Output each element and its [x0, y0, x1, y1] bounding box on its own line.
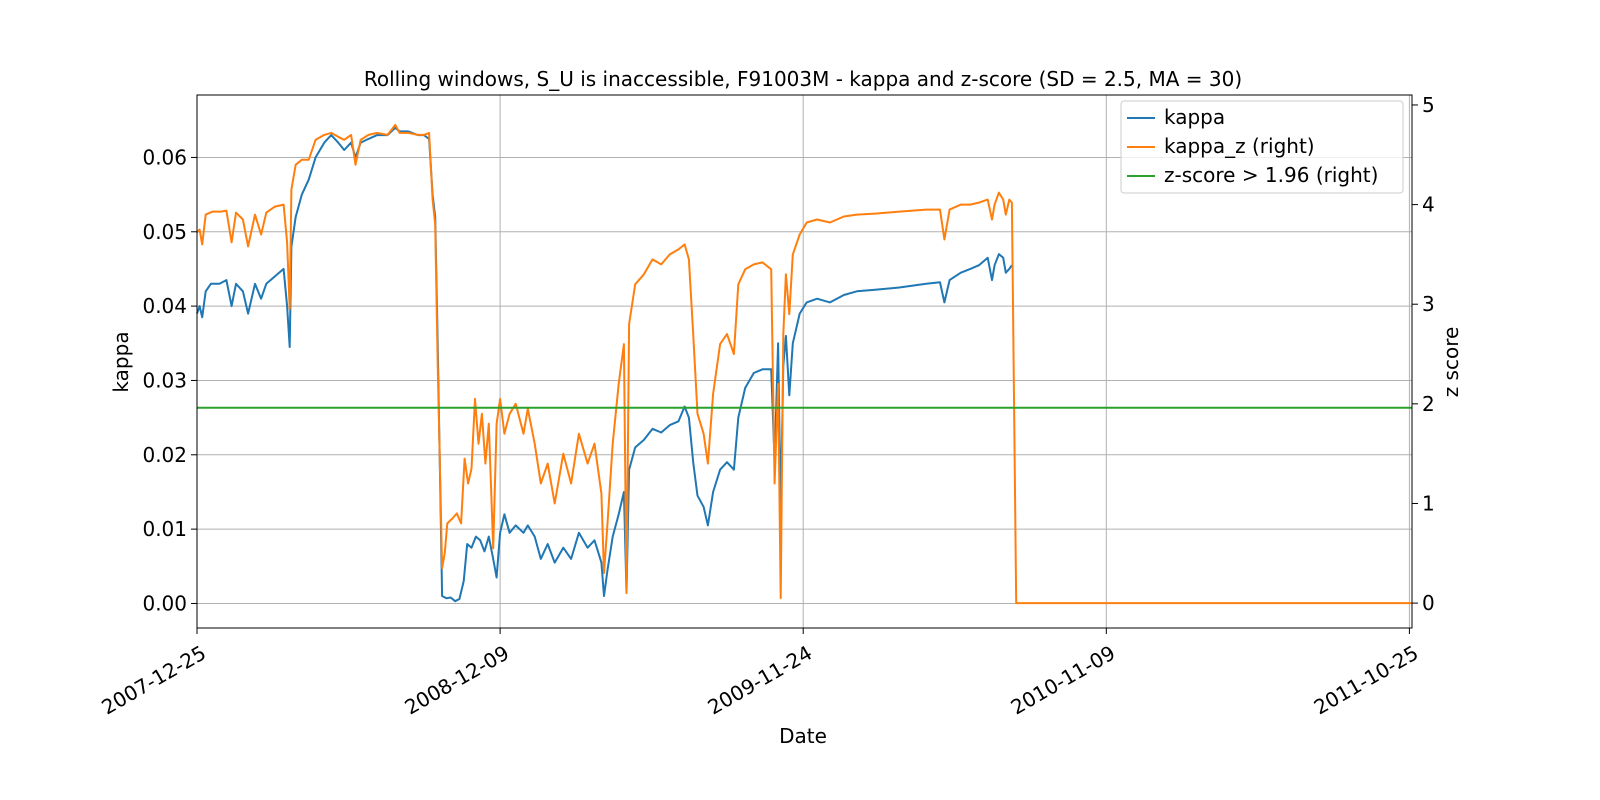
y-right-axis-title: z score — [1439, 327, 1463, 398]
x-tick-label: 2009-11-24 — [704, 641, 817, 720]
y-tick-label: 0.00 — [142, 591, 187, 615]
y-tick-label: 0.06 — [142, 145, 187, 169]
plot-frame — [196, 94, 1413, 629]
chart-title: Rolling windows, S_U is inaccessible, F9… — [364, 67, 1242, 91]
y-tick-label: 0.05 — [142, 220, 187, 244]
y-right-tick-label: 0 — [1422, 591, 1435, 615]
y-tick-label: 0.02 — [142, 443, 187, 467]
legend-label-threshold: z-score > 1.96 (right) — [1164, 163, 1378, 187]
y-tick-label: 0.01 — [142, 517, 187, 541]
y-tick-label: 0.03 — [142, 368, 187, 392]
y-right-tick-label: 4 — [1422, 193, 1435, 217]
x-tick-label: 2007-12-25 — [97, 641, 210, 720]
legend-label-kappa: kappa — [1164, 105, 1225, 129]
y-right-tick-label: 3 — [1422, 292, 1435, 316]
y-right-tick-label: 2 — [1422, 392, 1435, 416]
series-line-kappa — [196, 126, 1013, 603]
legend-label-kappa-z: kappa_z (right) — [1164, 134, 1315, 158]
legend: kappa kappa_z (right) z-score > 1.96 (ri… — [1120, 100, 1404, 194]
y-right-tick-label: 1 — [1422, 491, 1435, 515]
grid-layer — [196, 95, 1412, 628]
y-tick-label: 0.04 — [142, 294, 187, 318]
series-line-kappa-z — [196, 123, 1412, 605]
y-axis-title: kappa — [109, 331, 133, 392]
x-tick-label: 2008-12-09 — [400, 641, 513, 720]
x-tick-label: 2011-10-25 — [1310, 641, 1423, 720]
series-layer — [196, 123, 1412, 605]
legend-box — [1120, 100, 1404, 194]
y-right-tick-label: 5 — [1422, 93, 1435, 117]
x-axis-title: Date — [779, 724, 827, 748]
x-tick-label: 2010-11-09 — [1007, 641, 1120, 720]
